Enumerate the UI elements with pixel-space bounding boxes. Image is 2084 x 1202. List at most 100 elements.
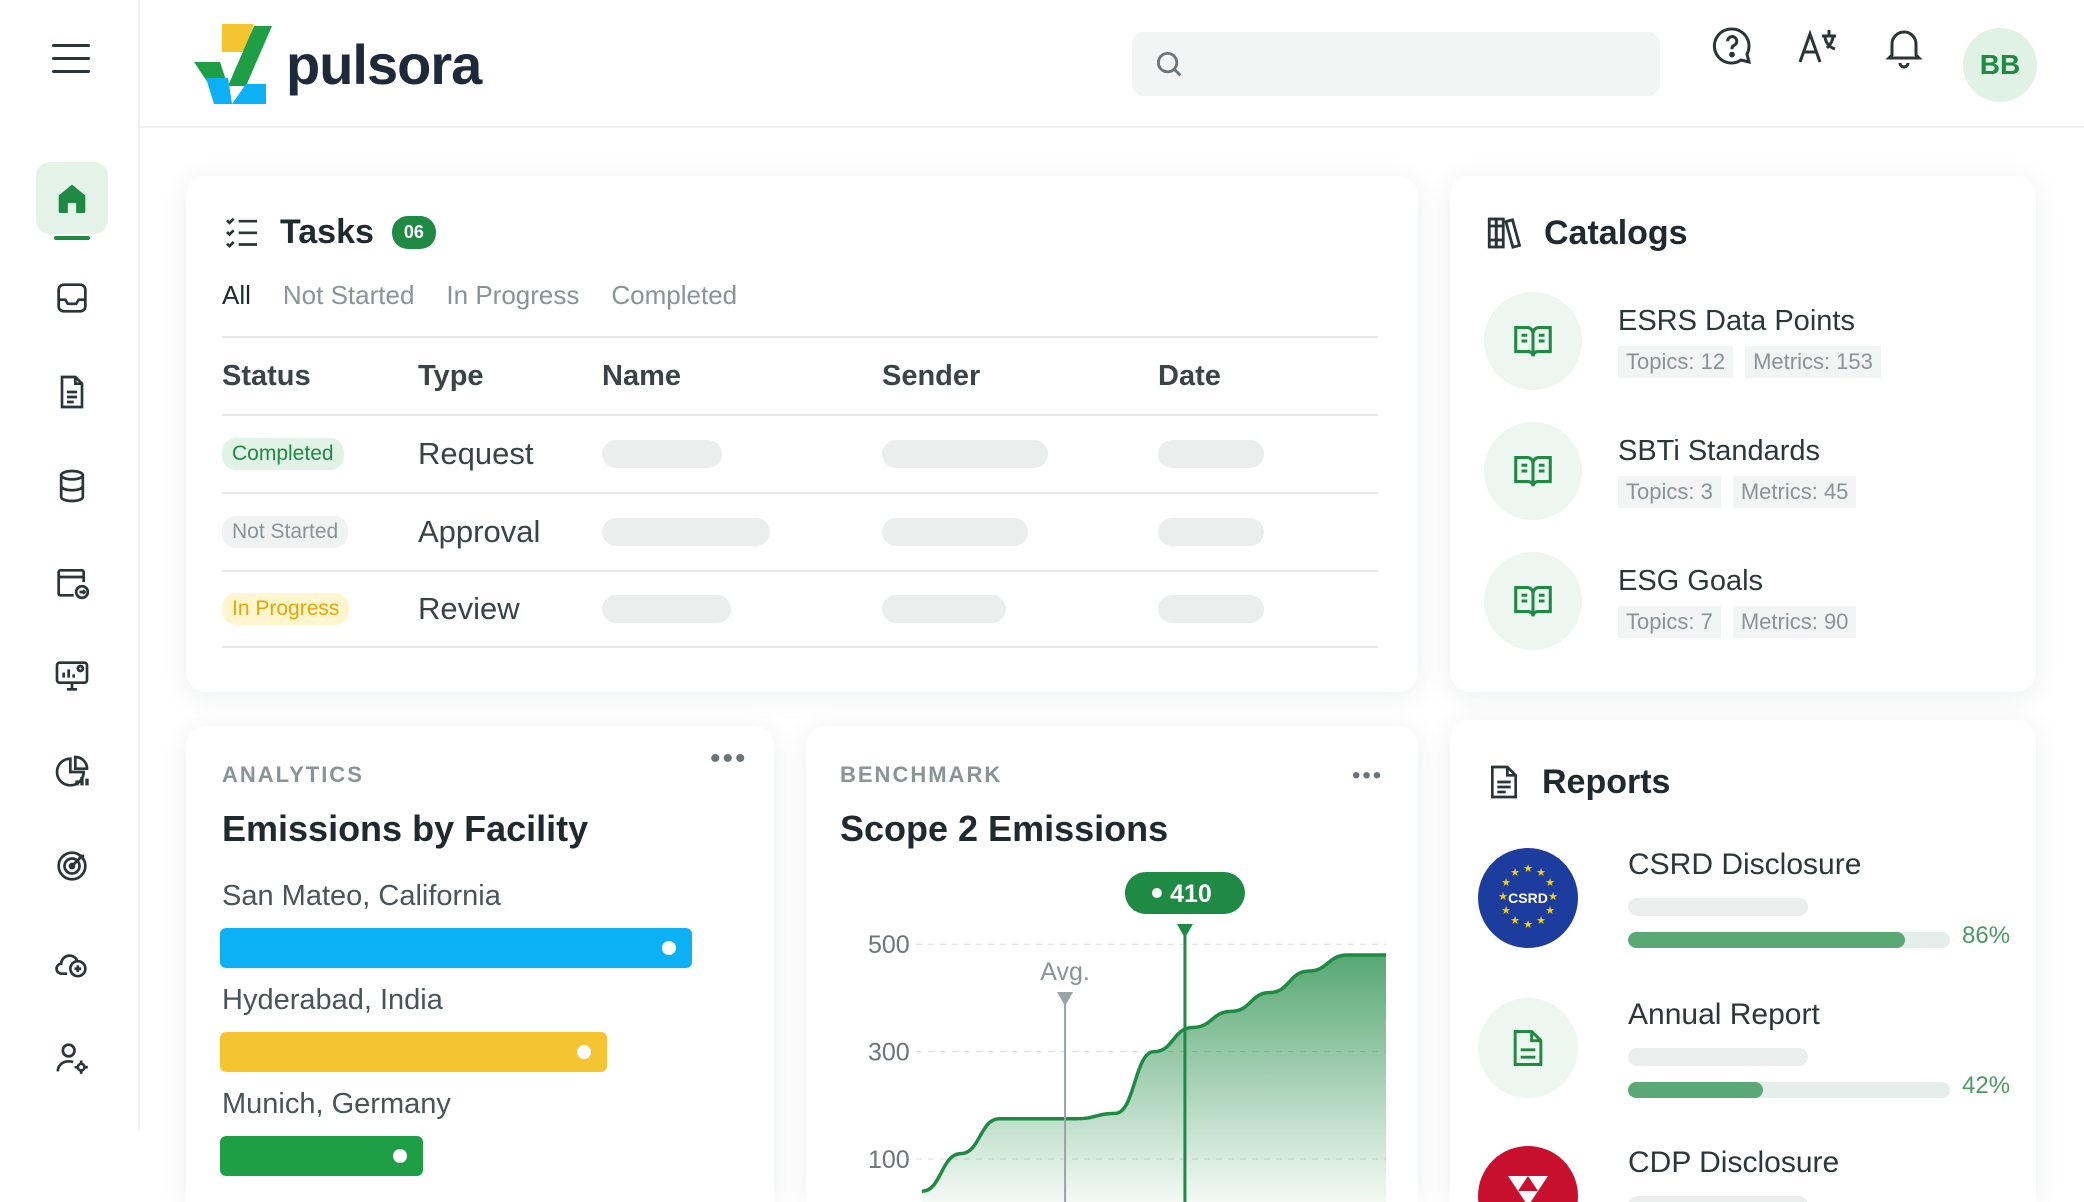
progress-bar: [1628, 1082, 1950, 1098]
date-placeholder: [1158, 440, 1264, 468]
help-icon[interactable]: [1708, 22, 1756, 70]
sidebar-item-database[interactable]: [36, 450, 108, 522]
open-book-icon: [1514, 456, 1552, 487]
tasks-title: Tasks: [280, 212, 374, 251]
pulsora-logo[interactable]: pulsora: [192, 22, 482, 106]
more-options-icon[interactable]: •••: [710, 742, 748, 775]
facility-bar[interactable]: [220, 1032, 607, 1072]
tab-not-started[interactable]: Not Started: [282, 280, 415, 310]
report-subtitle-placeholder: [1628, 1196, 1808, 1202]
report-document-icon: [1491, 765, 1517, 799]
date-placeholder: [1158, 518, 1264, 546]
facility-label: Hyderabad, India: [222, 984, 443, 1016]
catalog-name: SBTi Standards: [1618, 434, 1821, 467]
translate-icon[interactable]: [1794, 22, 1842, 70]
svg-text:★: ★: [1501, 876, 1511, 889]
tab-completed[interactable]: Completed: [611, 280, 738, 310]
open-book-icon: [1514, 586, 1552, 617]
type-cell: Review: [418, 591, 520, 626]
report-item-cdp[interactable]: CDP Disclosure: [1478, 1146, 2018, 1202]
sidebar-item-home[interactable]: [36, 162, 108, 240]
sidebar-item-inbox[interactable]: [36, 262, 108, 334]
column-header-date[interactable]: Date: [1158, 359, 1221, 392]
search-bar[interactable]: [1132, 32, 1660, 96]
column-header-sender[interactable]: Sender: [882, 359, 981, 392]
reports-header: Reports: [1484, 762, 1670, 802]
tasks-card: Tasks 06 All Not Started In Progress Com…: [186, 176, 1418, 692]
type-cell: Approval: [418, 514, 541, 549]
csrd-badge-text: CSRD: [1508, 890, 1548, 906]
table-row[interactable]: Completed Request: [222, 414, 1378, 492]
facility-bar[interactable]: [220, 1136, 423, 1176]
sidebar-item-cloud-add[interactable]: [36, 926, 108, 998]
svg-text:★: ★: [1545, 876, 1555, 889]
menu-icon[interactable]: [52, 44, 90, 76]
y-tick-label: 500: [868, 931, 910, 959]
table-row[interactable]: Not Started Approval: [222, 492, 1378, 570]
sidebar-item-monitor-chart[interactable]: [36, 640, 108, 712]
catalog-name: ESRS Data Points: [1618, 304, 1855, 337]
more-options-icon[interactable]: •••: [1352, 762, 1384, 789]
name-placeholder: [602, 595, 731, 623]
benchmark-eyebrow: BENCHMARK: [840, 762, 1003, 787]
svg-text:★: ★: [1536, 866, 1546, 879]
status-badge: In Progress: [222, 593, 350, 625]
sidebar-item-calendar-share[interactable]: [36, 546, 108, 618]
reports-title: Reports: [1542, 762, 1671, 801]
bar-handle: [393, 1149, 407, 1163]
progress-fill: [1628, 1082, 1764, 1098]
document-icon: [1513, 1030, 1543, 1066]
sender-placeholder: [882, 440, 1048, 468]
y-tick-label: 300: [868, 1039, 910, 1067]
column-header-type[interactable]: Type: [418, 359, 484, 392]
tab-all[interactable]: All: [222, 280, 251, 310]
inbox-icon: [57, 283, 87, 313]
sidebar-item-analytics[interactable]: [36, 736, 108, 808]
name-placeholder: [602, 440, 723, 468]
report-icon-circle: [1478, 998, 1578, 1098]
status-badge: Not Started: [222, 516, 349, 548]
sidebar-item-user-settings[interactable]: [36, 1022, 108, 1094]
catalogs-card: Catalogs ESRS Data Points Topics: 12 Metr…: [1450, 176, 2036, 692]
y-tick-label: 100: [868, 1146, 910, 1174]
catalog-item-esg-goals[interactable]: ESG Goals Topics: 7 Metrics: 90: [1484, 552, 1857, 650]
sidebar-item-target[interactable]: [36, 830, 108, 902]
catalogs-header: Catalogs: [1484, 212, 1688, 254]
table-row[interactable]: In Progress Review: [222, 570, 1378, 648]
svg-text:★: ★: [1510, 866, 1520, 879]
bell-icon[interactable]: [1880, 22, 1928, 70]
facility-bar[interactable]: [220, 928, 692, 968]
bar-handle: [577, 1045, 591, 1059]
tasks-table: Status Type Name Sender Date Completed R…: [222, 336, 1378, 648]
tasks-filter-tabs: All Not Started In Progress Completed: [222, 280, 737, 311]
report-item-csrd[interactable]: ★ ★ ★ ★ ★ ★ ★ ★ ★ ★ ★ ★ CSRD CSRD Disclosure 86%: [1478, 848, 2018, 958]
tasks-count-badge: 06: [391, 215, 436, 249]
home-icon: [58, 184, 86, 213]
document-icon: [60, 375, 84, 409]
catalog-name: ESG Goals: [1618, 564, 1764, 597]
svg-text:★: ★: [1498, 890, 1508, 903]
calendar-share-icon: [57, 569, 90, 600]
progress-bar: [1628, 932, 1950, 948]
database-icon: [59, 469, 85, 503]
report-item-annual[interactable]: Annual Report 42%: [1478, 998, 2018, 1108]
catalog-item-sbti[interactable]: SBTi Standards Topics: 3 Metrics: 45: [1484, 422, 1857, 520]
catalog-item-esrs[interactable]: ESRS Data Points Topics: 12 Metrics: 153: [1484, 292, 1881, 390]
tab-in-progress[interactable]: In Progress: [446, 280, 580, 310]
sender-placeholder: [882, 595, 1007, 623]
catalogs-title: Catalogs: [1544, 213, 1688, 252]
metrics-tag: Metrics: 45: [1732, 475, 1857, 508]
search-input[interactable]: [1200, 50, 1640, 78]
column-header-name[interactable]: Name: [602, 359, 681, 392]
tooltip-value: 410: [1170, 880, 1212, 908]
facility-label: San Mateo, California: [222, 880, 501, 912]
svg-text:★: ★: [1548, 890, 1558, 903]
books-icon: [1487, 217, 1522, 249]
sender-placeholder: [882, 518, 1029, 546]
topics-tag: Topics: 7: [1618, 605, 1721, 638]
avatar[interactable]: BB: [1963, 28, 2037, 102]
progress-percent: 42%: [1962, 1072, 2011, 1099]
logo-mark-icon: [192, 22, 276, 106]
column-header-status[interactable]: Status: [222, 359, 311, 392]
sidebar-item-document[interactable]: [36, 356, 108, 428]
